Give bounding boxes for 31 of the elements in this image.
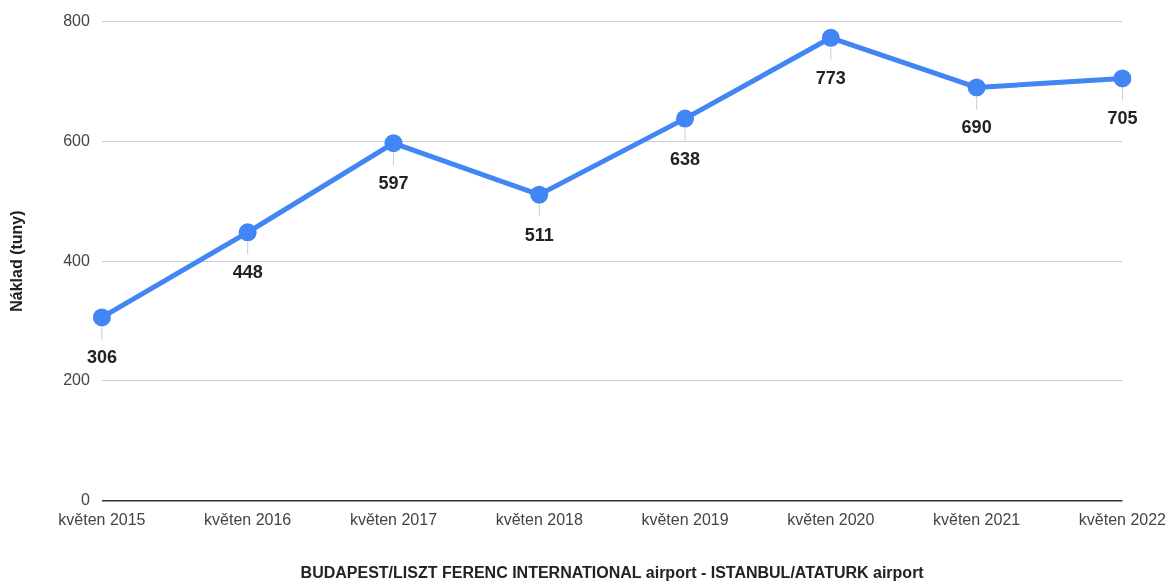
- data-label: 511: [524, 224, 554, 245]
- y-tick-label: 800: [63, 12, 90, 30]
- x-tick-label: květen 2016: [204, 510, 292, 528]
- x-tick-label: květen 2015: [58, 510, 146, 528]
- x-tick-label: květen 2017: [349, 510, 438, 528]
- data-label: 597: [378, 173, 409, 194]
- x-tick-label: květen 2021: [933, 510, 1021, 528]
- point: [676, 109, 695, 128]
- data-label: 306: [86, 347, 117, 368]
- y-tick-label: 600: [63, 131, 90, 149]
- data-label: 773: [815, 67, 846, 88]
- y-tick-label: 400: [63, 251, 90, 269]
- data-label: 705: [1107, 108, 1138, 129]
- y-tick-label: 200: [63, 371, 90, 389]
- point: [1113, 69, 1132, 88]
- x-axis-title: BUDAPEST/LISZT FERENC INTERNATIONAL airport - ISTANBUL/ATATURK airport: [300, 563, 925, 581]
- x-tick-label: květen 2019: [641, 510, 729, 528]
- x-tick-label: květen 2022: [1078, 510, 1167, 528]
- point: [238, 223, 257, 242]
- x-tick-label: květen 2018: [495, 510, 583, 528]
- data-label: 690: [961, 117, 992, 138]
- y-axis-title: Náklad (tuny): [8, 210, 26, 312]
- point: [92, 308, 111, 327]
- point: [530, 185, 549, 204]
- data-label: 638: [670, 148, 701, 169]
- point: [384, 134, 403, 153]
- point: [967, 78, 986, 97]
- x-tick-label: květen 2020: [787, 510, 875, 528]
- data-label: 448: [232, 262, 263, 283]
- y-tick-label: 0: [80, 491, 90, 509]
- point: [821, 28, 840, 47]
